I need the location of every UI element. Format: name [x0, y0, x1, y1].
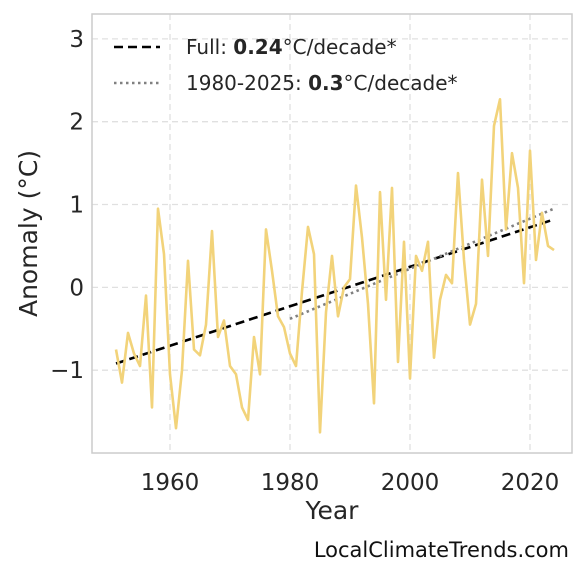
legend-label-suffix: °C/decade* [344, 71, 458, 95]
legend-entry-2: 1980-2025: 0.3°C/decade* [186, 71, 458, 95]
y-axis-ticks: −1 0 1 2 3 [50, 27, 84, 384]
legend-label-value: 0.24 [233, 35, 282, 59]
x-axis-label: Year [305, 496, 360, 525]
y-axis-label: Anomaly (°C) [14, 150, 43, 317]
x-tick-label: 1980 [261, 470, 320, 496]
legend-entry-1: Full: 0.24°C/decade* [186, 35, 397, 59]
legend: Full: 0.24°C/decade*1980-2025: 0.3°C/dec… [114, 35, 458, 95]
legend-label-suffix: °C/decade* [283, 35, 397, 59]
legend-label-value: 0.3 [308, 71, 343, 95]
watermark: LocalClimateTrends.com [313, 538, 569, 562]
x-tick-label: 1960 [141, 470, 200, 496]
trend-line-2 [289, 207, 555, 321]
plot-frame [91, 13, 573, 454]
legend-label-prefix: Full: [186, 35, 233, 59]
legend-label-prefix: 1980-2025: [186, 71, 308, 95]
series-line [114, 98, 555, 434]
series-lines [114, 98, 555, 434]
y-tick-label: −1 [50, 358, 84, 384]
y-tick-label: 0 [69, 275, 84, 301]
y-tick-label: 3 [69, 27, 84, 53]
grid [92, 14, 572, 453]
x-axis-ticks: 1960 1980 2000 2020 [141, 470, 560, 496]
x-tick-label: 2000 [381, 470, 440, 496]
y-tick-label: 2 [69, 110, 84, 136]
x-tick-label: 2020 [501, 470, 560, 496]
y-tick-label: 1 [69, 193, 84, 219]
